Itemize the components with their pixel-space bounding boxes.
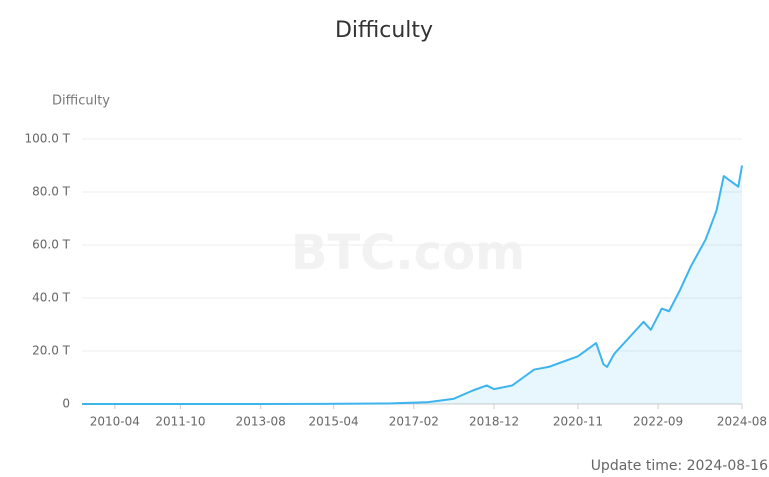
y-axis-label: Difficulty <box>52 94 110 109</box>
x-tick-label: 2024-08 <box>717 415 767 429</box>
y-tick-label: 0 <box>62 397 70 411</box>
x-tick-label: 2018-12 <box>469 415 519 429</box>
y-tick-label: 100.0 T <box>25 132 71 146</box>
x-tick-label: 2010-04 <box>90 415 140 429</box>
x-tick-label: 2011-10 <box>155 415 205 429</box>
y-tick-label: 20.0 T <box>32 344 71 358</box>
watermark: BTC.com <box>291 225 525 281</box>
y-tick-label: 80.0 T <box>32 185 71 199</box>
y-tick-label: 60.0 T <box>32 238 71 252</box>
x-tick-label: 2013-08 <box>236 415 286 429</box>
y-tick-label: 40.0 T <box>32 291 71 305</box>
area-fill <box>82 165 742 404</box>
line <box>82 165 743 405</box>
x-tick-label: 2020-11 <box>553 415 603 429</box>
x-tick-label: 2022-09 <box>633 415 683 429</box>
chart-title: Difficulty <box>335 18 433 43</box>
x-tick-label: 2015-04 <box>309 415 359 429</box>
update-time: Update time: 2024-08-16 <box>591 458 768 474</box>
x-tick-label: 2017-02 <box>389 415 439 429</box>
